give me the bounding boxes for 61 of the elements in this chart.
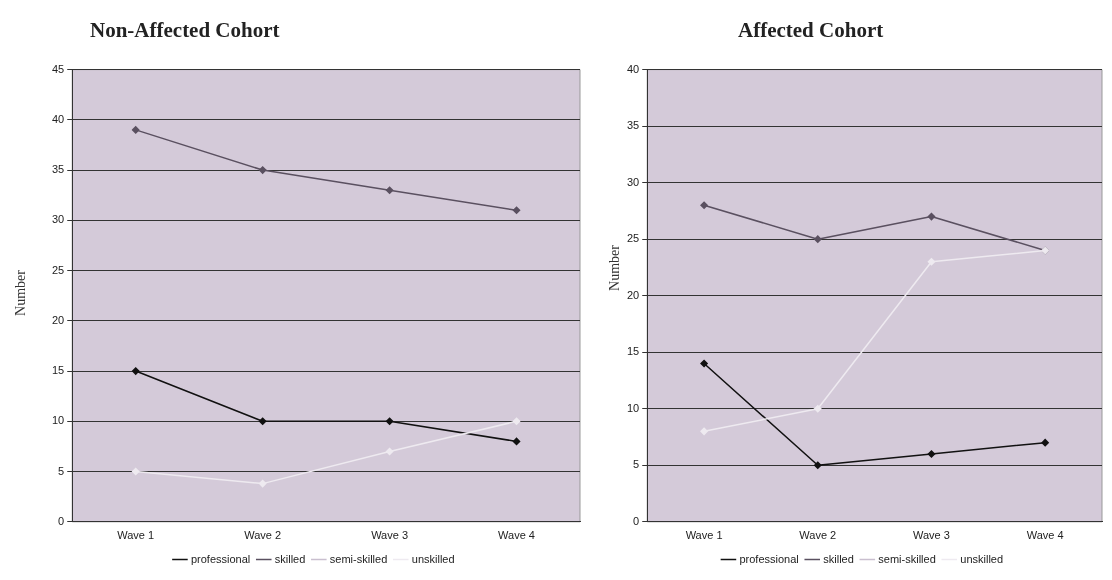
point: [385, 417, 394, 426]
y-tick-label: 30: [626, 175, 640, 188]
point: [927, 212, 936, 221]
legend-label: semi-skilled: [878, 552, 936, 565]
y-tick-label: 0: [58, 514, 65, 527]
y-tick-label: 40: [51, 112, 65, 125]
legend-label: skilled: [274, 552, 306, 565]
legend-label: unskilled: [411, 552, 455, 565]
x-tick-label: Wave 1: [117, 529, 155, 542]
point: [700, 359, 708, 368]
y-tick-label: 10: [51, 414, 65, 427]
y-tick-label: 0: [633, 514, 640, 527]
legend-label: semi-skilled: [329, 552, 388, 565]
y-tick-label: 5: [633, 458, 640, 471]
point: [512, 417, 521, 426]
point: [700, 427, 708, 436]
y-tick-label: 15: [51, 364, 65, 377]
point: [131, 126, 140, 134]
chart-title: Non-Affected Cohort: [90, 18, 280, 43]
y-tick-label: 35: [626, 119, 640, 132]
point: [814, 461, 822, 470]
point: [814, 235, 822, 243]
point: [258, 479, 267, 488]
point: [131, 367, 140, 375]
y-axis-title: Number: [606, 245, 623, 291]
y-tick-label: 20: [626, 288, 640, 301]
point: [385, 186, 394, 194]
y-tick-label: 35: [51, 163, 65, 176]
y-tick-label: 40: [626, 62, 640, 75]
legend-label: professional: [190, 552, 251, 565]
point: [927, 450, 936, 458]
point: [1041, 438, 1049, 447]
legend-label: unskilled: [960, 552, 1004, 565]
y-tick-label: 20: [51, 313, 65, 326]
point: [131, 467, 140, 476]
y-axis-title: Number: [12, 270, 29, 316]
x-tick-label: Wave 2: [799, 529, 837, 542]
legend-label: professional: [739, 552, 799, 565]
point: [512, 437, 521, 446]
y-tick-label: 5: [58, 464, 65, 477]
point: [512, 206, 521, 215]
y-tick-label: 10: [626, 401, 640, 414]
x-tick-label: Wave 4: [498, 529, 535, 542]
y-tick-label: 25: [51, 263, 65, 276]
legend-label: skilled: [823, 552, 854, 565]
point: [927, 258, 936, 266]
x-tick-label: Wave 4: [1026, 529, 1064, 542]
y-tick-label: 45: [51, 62, 65, 75]
point: [814, 405, 822, 413]
y-tick-label: 25: [626, 232, 640, 245]
point: [258, 417, 267, 426]
point: [258, 166, 267, 174]
x-tick-label: Wave 1: [685, 529, 723, 542]
y-tick-label: 30: [51, 213, 65, 226]
point: [700, 201, 708, 210]
chart-title: Affected Cohort: [738, 18, 884, 43]
y-tick-label: 15: [626, 345, 640, 358]
x-tick-label: Wave 2: [244, 529, 282, 542]
point: [385, 447, 394, 456]
x-tick-label: Wave 3: [913, 529, 950, 542]
x-tick-label: Wave 3: [371, 529, 409, 542]
